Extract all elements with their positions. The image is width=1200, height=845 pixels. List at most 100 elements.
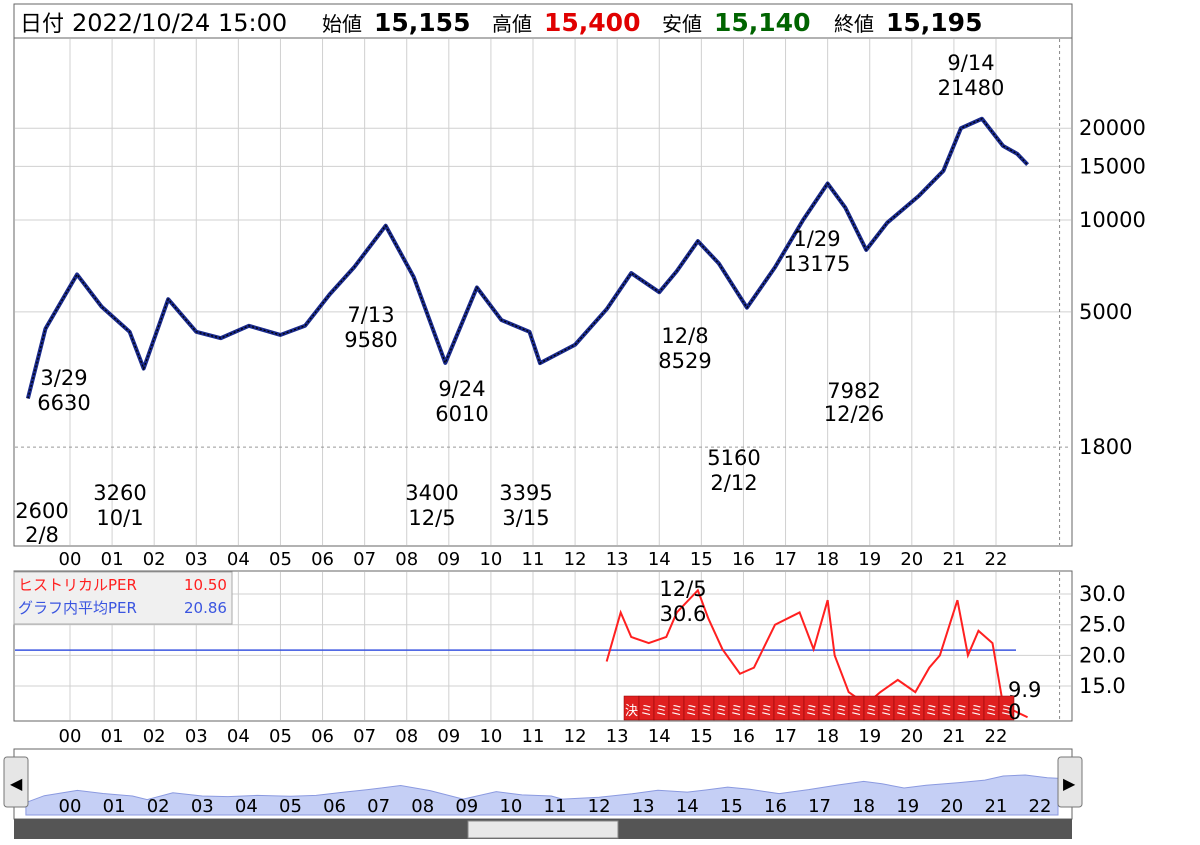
- navigator-x-tick-01: 01: [103, 796, 126, 817]
- navigator-x-tick-08: 08: [411, 796, 434, 817]
- price-y-axis: 20000 15000 10000 5000 1800: [1079, 116, 1146, 459]
- date-value: 2022/10/24 15:00: [72, 9, 287, 37]
- per-x-tick-11: 11: [522, 726, 545, 747]
- marker-15-label: ミ: [850, 704, 863, 719]
- navigator-x-tick-12: 12: [588, 796, 611, 817]
- price-y-tick-10000: 10000: [1079, 208, 1146, 232]
- price-annotation-1-top: 3/29: [40, 366, 87, 390]
- price-annotation-9-top: 1/29: [793, 227, 840, 251]
- per-x-tick-18: 18: [816, 726, 839, 747]
- price-x-tick-10: 10: [479, 549, 502, 570]
- per-series: [605, 588, 1029, 719]
- price-annotation-11-bottom: 21480: [938, 76, 1005, 100]
- price-y-tick-15000: 15000: [1079, 154, 1146, 178]
- per-x-tick-21: 21: [942, 726, 965, 747]
- marker-10-label: ミ: [775, 704, 788, 719]
- price-annotation-2-top: 3260: [93, 481, 146, 505]
- price-annotation-8-top: 5160: [707, 446, 760, 470]
- price-annotation-1-bottom: 6630: [37, 391, 90, 415]
- price-annotation-7-top: 12/8: [661, 324, 708, 348]
- navigator-x-tick-03: 03: [191, 796, 214, 817]
- per-x-tick-12: 12: [564, 726, 587, 747]
- per-x-tick-02: 02: [143, 726, 166, 747]
- per-legend: ヒストリカルPER 10.50 グラフ内平均PER 20.86: [13, 571, 233, 625]
- per-annotations: 12/530.69.9: [659, 577, 1041, 702]
- per-line: [605, 588, 1029, 719]
- price-y-tick-1800: 1800: [1079, 435, 1132, 459]
- marker-24-label: ミ: [985, 704, 998, 719]
- settlement-markers: 決ミミミミミミミミミミミミミミミミミミミミミミミミミ: [623, 695, 1015, 721]
- marker-12-label: ミ: [805, 704, 818, 719]
- price-grid: [15, 39, 1071, 545]
- price-x-tick-16: 16: [732, 549, 755, 570]
- price-x-tick-00: 00: [59, 549, 82, 570]
- price-x-tick-11: 11: [522, 549, 545, 570]
- price-annotation-3-bottom: 9580: [344, 328, 397, 352]
- price-x-axis: 00 01 02 03 04 05 06 07 08 09 10 11 12 13 14 15 16 17 18 19…: [59, 549, 1008, 570]
- price-x-tick-14: 14: [648, 549, 671, 570]
- marker-1-label: ミ: [640, 704, 653, 719]
- per-overlap-label: 0: [1008, 700, 1021, 724]
- price-annotation-5-bottom: 6010: [435, 402, 488, 426]
- per-x-tick-20: 20: [900, 726, 923, 747]
- per-legend-avg-label: グラフ内平均PER: [18, 599, 137, 617]
- navigator-x-tick-14: 14: [676, 796, 699, 817]
- per-x-tick-22: 22: [985, 726, 1008, 747]
- navigator-x-tick-15: 15: [720, 796, 743, 817]
- per-x-tick-06: 06: [311, 726, 334, 747]
- marker-19-label: ミ: [910, 704, 923, 719]
- per-legend-current-label: ヒストリカルPER: [18, 576, 137, 594]
- marker-25: [998, 695, 1015, 721]
- per-x-tick-19: 19: [858, 726, 881, 747]
- marker-5-label: ミ: [700, 704, 713, 719]
- per-x-tick-09: 09: [437, 726, 460, 747]
- high-value: 15,400: [544, 8, 640, 37]
- navigator-area: [25, 774, 1074, 816]
- per-annotation-0-bottom: 30.6: [660, 602, 707, 626]
- price-x-tick-01: 01: [101, 549, 124, 570]
- per-annotation-0-top: 12/5: [659, 577, 706, 601]
- price-annotation-6-bottom: 3/15: [502, 506, 549, 530]
- marker-9-label: ミ: [760, 704, 773, 719]
- price-x-tick-07: 07: [353, 549, 376, 570]
- price-x-tick-06: 06: [311, 549, 334, 570]
- navigator-x-tick-19: 19: [896, 796, 919, 817]
- nav-right-button[interactable]: ▶: [1057, 756, 1083, 808]
- price-x-tick-17: 17: [774, 549, 797, 570]
- per-x-tick-16: 16: [732, 726, 755, 747]
- navigator-scrollbar-thumb[interactable]: [467, 820, 619, 839]
- per-grid: [15, 572, 1071, 720]
- navigator-x-tick-16: 16: [764, 796, 787, 817]
- price-x-tick-20: 20: [900, 549, 923, 570]
- marker-13-label: ミ: [820, 704, 833, 719]
- per-x-tick-07: 07: [353, 726, 376, 747]
- chevron-left-icon: ◀: [10, 776, 23, 793]
- marker-6-label: ミ: [715, 704, 728, 719]
- navigator-x-tick-04: 04: [235, 796, 258, 817]
- price-line-candles: [27, 117, 1029, 399]
- per-y-tick-15.0: 15.0: [1079, 674, 1126, 698]
- price-annotation-4-top: 3400: [405, 481, 458, 505]
- navigator-x-tick-00: 00: [59, 796, 82, 817]
- per-x-tick-17: 17: [774, 726, 797, 747]
- open-label: 始値: [322, 12, 362, 36]
- price-y-tick-20000: 20000: [1079, 116, 1146, 140]
- chevron-right-icon: ▶: [1063, 776, 1076, 793]
- price-series: [25, 116, 1030, 399]
- price-x-tick-09: 09: [437, 549, 460, 570]
- price-annotation-7-bottom: 8529: [658, 349, 711, 373]
- price-annotation-3-top: 7/13: [347, 303, 394, 327]
- price-annotation-11-top: 9/14: [947, 51, 994, 75]
- per-legend-avg-value: 20.86: [184, 599, 227, 617]
- navigator-x-tick-22: 22: [1029, 796, 1052, 817]
- close-label: 終値: [834, 12, 874, 36]
- price-annotation-5-top: 9/24: [438, 377, 485, 401]
- marker-18-label: ミ: [895, 704, 908, 719]
- per-y-tick-20.0: 20.0: [1079, 643, 1126, 667]
- price-x-tick-05: 05: [269, 549, 292, 570]
- price-x-tick-04: 04: [227, 549, 250, 570]
- nav-left-button[interactable]: ◀: [3, 756, 29, 808]
- navigator[interactable]: 00 01 02 03 04 05 06 07 08 09 10 11 12 13 14 15 16 17 18 19…: [3, 748, 1083, 839]
- price-x-tick-19: 19: [858, 549, 881, 570]
